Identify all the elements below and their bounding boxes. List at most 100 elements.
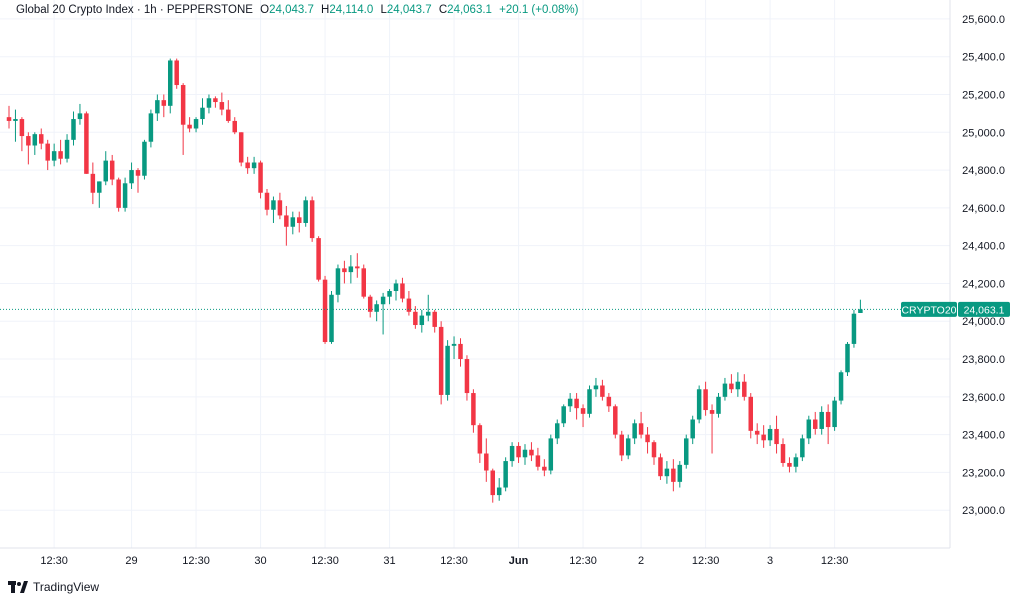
x-tick-label: 12:30: [692, 555, 720, 567]
candle-body: [464, 359, 470, 394]
candle: [754, 423, 760, 445]
candle-body: [793, 457, 799, 467]
candle: [168, 58, 173, 114]
candle-body: [58, 151, 63, 159]
tradingview-logo-icon: [8, 581, 28, 593]
candle-body: [754, 430, 760, 435]
candle-body: [348, 266, 354, 273]
candle-body: [509, 445, 515, 462]
candle-body: [316, 238, 321, 280]
candle: [90, 162, 96, 205]
candle: [142, 139, 147, 180]
candle-body: [490, 470, 495, 496]
candle: [393, 279, 399, 301]
candle-body: [19, 119, 25, 137]
candle: [329, 291, 334, 344]
candle-body: [380, 296, 386, 305]
candle-body: [709, 410, 715, 414]
candle: [238, 132, 244, 167]
candle: [297, 211, 302, 233]
candle: [19, 117, 25, 152]
candle: [174, 58, 179, 89]
candle: [632, 419, 637, 445]
candle: [400, 277, 405, 303]
candle: [813, 411, 818, 435]
symbol-tag-text: CRYPTO20: [901, 304, 956, 316]
chart-legend: Global 20 Crypto Index · 1h · PEPPERSTON…: [16, 4, 578, 16]
candle: [496, 478, 502, 501]
candle: [742, 374, 747, 401]
x-tick-label: 12:30: [40, 555, 68, 567]
candle: [606, 393, 612, 412]
candle-body: [174, 60, 179, 86]
candle: [116, 177, 121, 212]
x-tick-label: 12:30: [821, 555, 849, 567]
candle: [567, 393, 573, 412]
price-tag: [958, 301, 1010, 317]
candle: [484, 438, 489, 482]
candle: [729, 374, 734, 394]
candle: [851, 309, 857, 348]
candle-body: [438, 326, 444, 395]
candle: [271, 196, 276, 223]
candle: [316, 236, 321, 282]
candle: [187, 117, 192, 133]
candle: [535, 447, 541, 471]
y-tick-label: 25,600.0: [962, 14, 1005, 26]
candle-body: [748, 396, 753, 431]
candle: [58, 139, 63, 165]
price-axis[interactable]: 23,000.0 23,200.0 23,400.0 23,600.0 23,800.0…: [962, 14, 1005, 517]
candle: [735, 372, 741, 397]
candle-body: [825, 411, 831, 428]
candle: [458, 338, 463, 367]
candle-body: [406, 298, 412, 312]
x-tick-label: 12:30: [440, 555, 468, 567]
candle: [451, 336, 457, 360]
candle-body: [696, 389, 702, 420]
candle-body: [284, 215, 289, 227]
candle: [322, 275, 328, 344]
candle-body: [135, 170, 141, 176]
candle: [226, 100, 231, 123]
candle: [703, 381, 708, 416]
candle: [800, 434, 805, 462]
candle: [161, 94, 167, 118]
x-tick-label: 30: [254, 555, 266, 567]
candle-body: [580, 408, 586, 414]
candle-body: [787, 462, 792, 467]
y-tick-label: 25,000.0: [962, 127, 1005, 139]
candle-body: [593, 385, 599, 390]
legend-close-label: C: [438, 4, 448, 16]
candle-body: [361, 268, 366, 297]
candle: [774, 415, 779, 454]
candle-body: [77, 113, 83, 120]
candle: [858, 299, 863, 313]
candle-body: [168, 60, 173, 106]
candle: [367, 294, 373, 318]
candle: [490, 468, 495, 503]
candle-body: [97, 181, 102, 193]
candle-body: [619, 434, 624, 456]
y-tick-label: 23,200.0: [962, 467, 1005, 479]
candle: [561, 404, 566, 428]
candle: [32, 132, 38, 155]
price-tag-text: 24,063.1: [964, 304, 1005, 316]
candle-body: [716, 396, 721, 414]
time-axis[interactable]: 12:30 29 12:30 30 12:30 31 12:30 Jun 12:30 2 12:30…: [40, 555, 848, 567]
candle-body: [232, 120, 237, 133]
candle: [148, 109, 154, 148]
candle-body: [522, 449, 528, 458]
candle: [77, 103, 83, 125]
candle-body: [767, 428, 773, 441]
candle: [348, 255, 354, 284]
candle-body: [400, 283, 405, 299]
x-tick-label: 2: [638, 555, 644, 567]
candle: [825, 404, 831, 445]
tradingview-branding[interactable]: TradingView: [8, 580, 99, 594]
candle-body: [342, 268, 347, 273]
candle-body: [329, 294, 334, 343]
candle: [503, 457, 508, 492]
x-tick-label: 3: [767, 555, 773, 567]
candle-body: [567, 398, 573, 407]
